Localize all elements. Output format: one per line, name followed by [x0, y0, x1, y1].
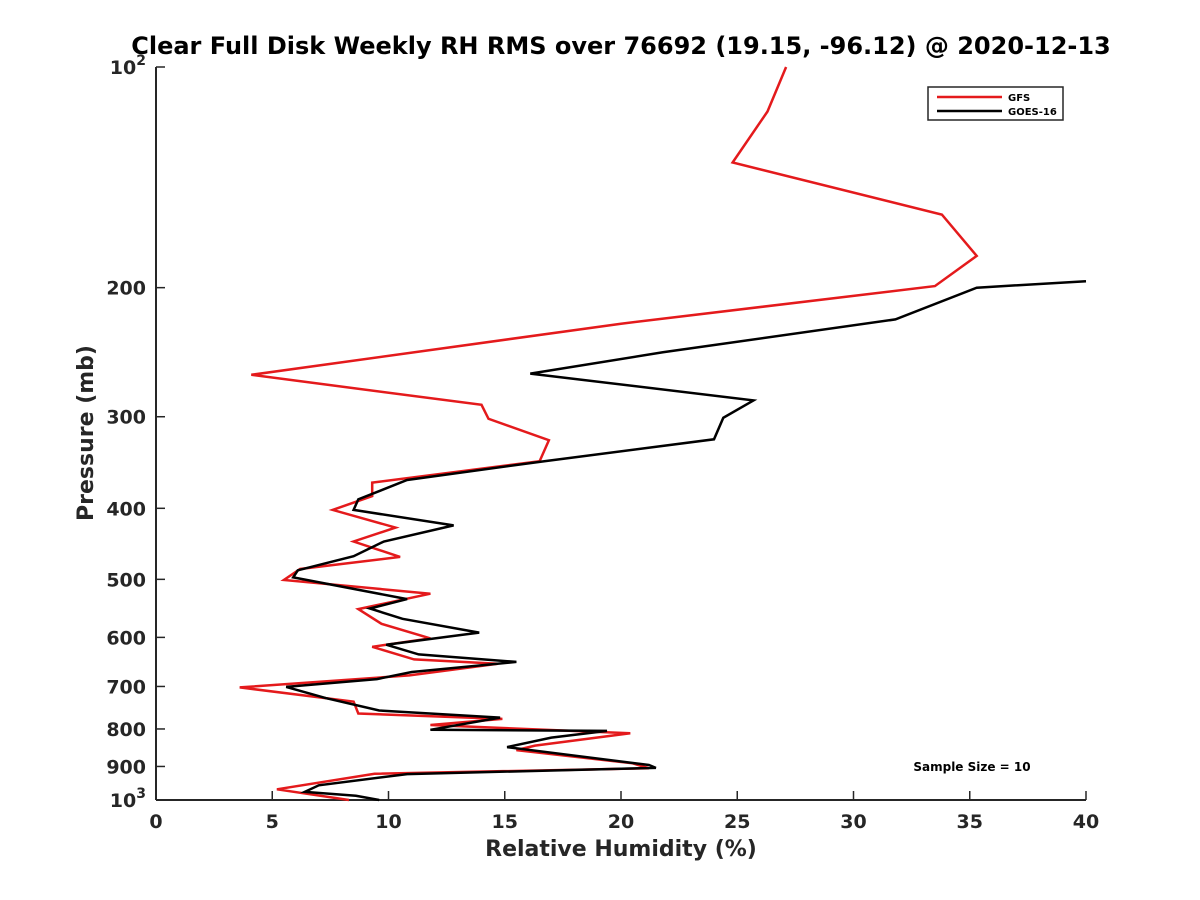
- series-line-goes-16: [285, 279, 1087, 802]
- y-tick-label: 500: [106, 569, 146, 591]
- legend-label-goes-16: GOES-16: [1008, 107, 1057, 118]
- y-tick-label-base: 10: [110, 57, 136, 79]
- y-tick-label-base: 600: [106, 627, 146, 649]
- y-axis-label: Pressure (mb): [74, 345, 99, 521]
- x-tick-label: 20: [608, 811, 634, 833]
- series-line-gfs: [239, 66, 979, 802]
- y-tick-label: 400: [106, 498, 146, 520]
- series-lines: [239, 66, 1087, 802]
- y-tick-label: 600: [106, 627, 146, 649]
- y-tick-label-base: 200: [106, 278, 146, 300]
- y-tick-label-base: 400: [106, 498, 146, 520]
- y-tick-label-exponent: 3: [136, 786, 146, 802]
- legend-box: [927, 86, 1064, 121]
- y-tick-label: 200: [106, 278, 146, 300]
- y-tick-label: 300: [106, 407, 146, 429]
- y-tick-label: 102: [110, 53, 146, 79]
- y-tick-label-base: 700: [106, 676, 146, 698]
- y-tick-label-base: 300: [106, 407, 146, 429]
- y-tick-label-base: 900: [106, 756, 146, 778]
- y-tick-label-base: 10: [110, 790, 136, 812]
- x-tick-label: 25: [724, 811, 750, 833]
- chart-title: Clear Full Disk Weekly RH RMS over 76692…: [131, 32, 1111, 60]
- x-tick-label: 35: [957, 811, 983, 833]
- y-tick-label-base: 500: [106, 569, 146, 591]
- x-tick-label: 0: [149, 811, 162, 833]
- sample-size-annotation: Sample Size = 10: [913, 760, 1030, 774]
- y-tick-label-exponent: 2: [136, 53, 146, 69]
- legend-label-gfs: GFS: [1008, 93, 1030, 104]
- x-tick-label: 5: [266, 811, 279, 833]
- y-tick-label: 800: [106, 719, 146, 741]
- legend: GFS GOES-16: [927, 86, 1064, 121]
- y-tick-label-base: 800: [106, 719, 146, 741]
- y-tick-label: 103: [110, 786, 146, 812]
- plot-area: 0 5 10 15 20 25 30 35 40 10220030040050060070080…: [106, 53, 1099, 833]
- x-axis-ticks: 0 5 10 15 20 25 30 35 40: [149, 791, 1099, 833]
- x-tick-label: 10: [375, 811, 401, 833]
- x-axis-label: Relative Humidity (%): [485, 837, 757, 862]
- x-tick-label: 30: [840, 811, 866, 833]
- x-tick-label: 40: [1073, 811, 1099, 833]
- x-tick-label: 15: [492, 811, 518, 833]
- y-tick-label: 900: [106, 756, 146, 778]
- y-tick-label: 700: [106, 676, 146, 698]
